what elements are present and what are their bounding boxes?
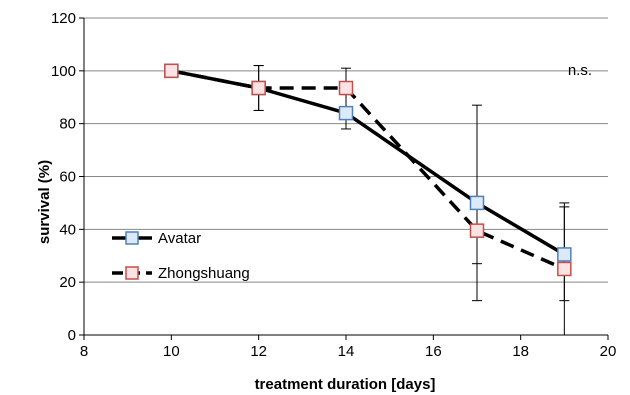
marker-zhongshuang-1 [251, 80, 266, 96]
significance-annotation: n.s. [568, 62, 592, 79]
y-axis-label: survival (%) [36, 160, 53, 244]
y-tick-label-80: 80 [59, 116, 76, 133]
axes [79, 17, 609, 340]
series-lines [170, 69, 566, 271]
x-tick-label-10: 10 [163, 343, 180, 360]
x-tick-label-14: 14 [338, 343, 355, 360]
legend: Avatar Zhongshuang [112, 230, 250, 282]
marker-zhongshuang-0 [164, 63, 179, 79]
x-tick-label-20: 20 [600, 343, 617, 360]
y-tick-label-120: 120 [51, 10, 76, 27]
y-tick-label-60: 60 [59, 169, 76, 186]
tick-labels: 0 20 40 60 80 100 120 8 10 12 14 16 18 20 [51, 10, 616, 360]
marker-avatar-4 [557, 247, 572, 262]
series-line-zhongshuang [170, 69, 566, 271]
series-markers [164, 63, 572, 277]
x-tick-label-16: 16 [425, 343, 442, 360]
legend-label-avatar: Avatar [158, 230, 201, 247]
marker-avatar-3 [469, 195, 485, 211]
legend-marker-zhongshuang [125, 266, 139, 280]
legend-label-zhongshuang: Zhongshuang [158, 265, 250, 282]
marker-zhongshuang-4 [557, 261, 572, 277]
x-tick-label-8: 8 [80, 343, 88, 360]
x-tick-label-12: 12 [250, 343, 267, 360]
x-tick-label-18: 18 [512, 343, 529, 360]
y-tick-label-40: 40 [59, 221, 76, 238]
marker-avatar-2 [338, 105, 354, 121]
legend-marker-avatar [125, 231, 139, 245]
x-axis-label: treatment duration [days] [255, 376, 436, 393]
marker-zhongshuang-3 [469, 223, 485, 238]
y-tick-label-0: 0 [68, 327, 76, 344]
y-tick-label-100: 100 [51, 63, 76, 80]
error-bars [253, 65, 570, 336]
marker-zhongshuang-2 [338, 80, 354, 96]
y-tick-label-20: 20 [59, 274, 76, 291]
series-line-avatar [170, 69, 566, 256]
